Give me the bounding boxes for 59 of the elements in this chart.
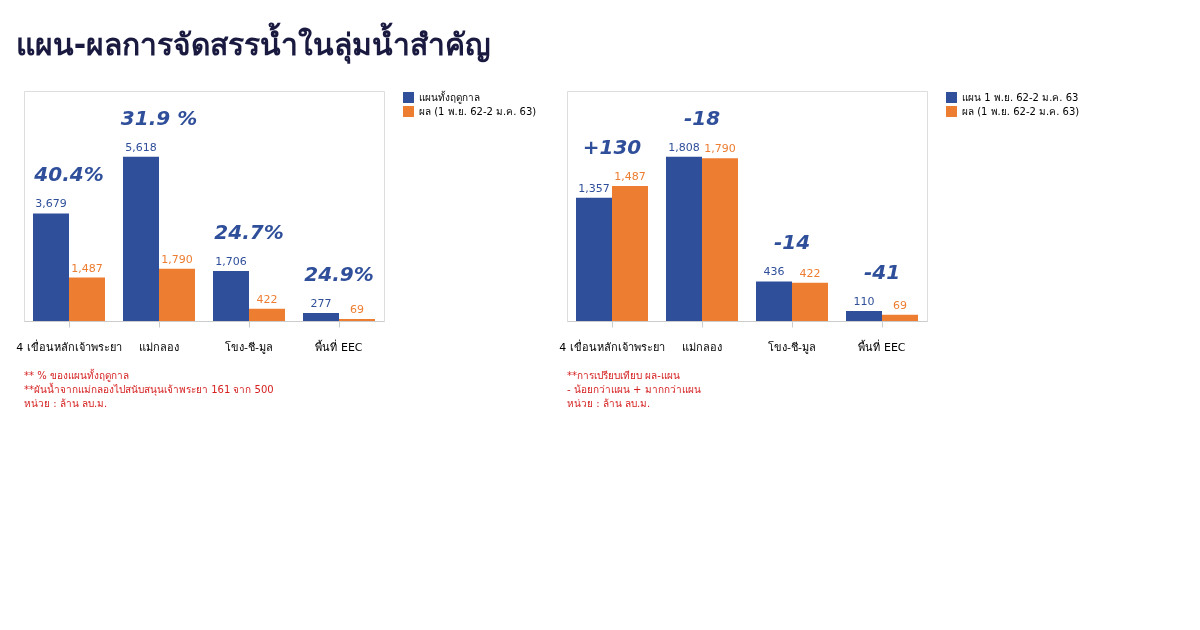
bar [303, 312, 339, 321]
data-label: 1,357 [578, 181, 610, 195]
data-label: 5,618 [125, 140, 157, 154]
bar [69, 277, 105, 321]
x-tick-label: แม่กลอง [682, 340, 722, 354]
x-tick-label: 4 เขื่อนหลักเจ้าพระยา [559, 338, 665, 354]
annotation: +130 [582, 134, 642, 159]
x-tick-label: แม่กลอง [139, 340, 179, 354]
x-tick-label: โขง-ชี-มูล [225, 339, 273, 354]
text: หน่วย : ล้าน ลบ.ม. [567, 398, 651, 409]
annotation: 40.4% [33, 162, 104, 187]
text: **การเปรียบเทียบ ผล-แผน [567, 370, 680, 381]
data-label: 1,790 [161, 252, 193, 266]
legend-label: ผล (1 พ.ย. 62-2 ม.ค. 63) [962, 105, 1080, 117]
bar [33, 213, 69, 321]
x-tick-label: 4 เขื่อนหลักเจ้าพระยา [16, 338, 122, 354]
bar [612, 185, 648, 321]
data-label: 1,487 [71, 261, 103, 275]
legend-label: แผน 1 พ.ย. 62-2 ม.ค. 63 [962, 91, 1079, 103]
data-label: 422 [799, 266, 821, 280]
text: ** % ของแผนทั้งฤดูกาล [24, 368, 129, 382]
bar [249, 308, 285, 321]
data-label: 1,790 [704, 142, 736, 156]
data-label: 422 [256, 292, 278, 306]
legend-label: ผล (1 พ.ย. 62-2 ม.ค. 63) [419, 105, 537, 117]
annotation: 24.7% [214, 220, 284, 245]
bar [213, 271, 249, 321]
x-tick-label: พื้นที่ EEC [315, 338, 363, 354]
data-label: 1,808 [668, 140, 700, 154]
bar [123, 156, 159, 321]
bar [882, 314, 918, 321]
legend-label: แผนทั้งฤดูกาล [419, 89, 480, 104]
data-label: 110 [853, 295, 875, 308]
x-tick-label: โขง-ชี-มูล [768, 339, 816, 354]
bar [339, 318, 375, 321]
data-label: 69 [893, 298, 907, 312]
text: - น้อยกว่าแผน + มากกว่าแผน [567, 384, 701, 395]
bar [159, 268, 195, 321]
chart-title: แผน-ผลการจัดสรรน้ำในลุ่มน้ำสำคัญ [15, 22, 492, 64]
bar [756, 281, 792, 321]
text: หน่วย : ล้าน ลบ.ม. [24, 398, 108, 409]
x-tick-label: พื้นที่ EEC [858, 338, 906, 354]
text: **ผันน้ำจากแม่กลองไปสนับสนุนเจ้าพระยา 161 จาก 500 [24, 382, 274, 396]
annotation: -14 [773, 230, 811, 255]
data-label: 277 [310, 296, 332, 310]
data-label: 436 [763, 265, 785, 279]
text: -18 [683, 105, 721, 130]
annotation: -41 [863, 260, 901, 284]
data-label: 3,679 [35, 197, 67, 211]
bar [792, 282, 828, 321]
annotation: 24.9% [304, 261, 374, 286]
data-label: 1,487 [614, 169, 646, 183]
data-label: 69 [350, 302, 364, 316]
bar [576, 197, 612, 321]
bar [702, 158, 738, 321]
data-label: 1,706 [215, 255, 247, 269]
bar [666, 156, 702, 321]
text: 31.9 % [120, 105, 198, 130]
bar [846, 311, 882, 321]
